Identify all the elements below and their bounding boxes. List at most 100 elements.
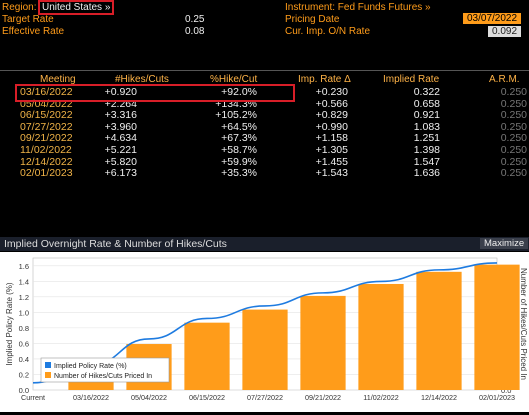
bar [474, 264, 520, 390]
implied-rate-cell: 0.921 [413, 109, 440, 122]
pct-cell: +67.3% [221, 132, 257, 145]
imp-delta-cell: +0.829 [315, 109, 348, 122]
y-tick-label: 1.6 [19, 262, 29, 271]
implied-rate-cell: 1.636 [413, 167, 440, 180]
table-row[interactable]: 11/02/2022 +5.221 +58.7% +1.305 1.398 0.250 [0, 144, 529, 156]
chart-area: 0.00.20.40.60.81.01.21.41.60.01.02.03.04… [0, 252, 529, 412]
y2-tick-label: 0.0 [501, 386, 511, 395]
arm-cell: 0.250 [500, 132, 527, 145]
legend-entry-bar: Number of Hikes/Cuts Priced In [54, 373, 152, 380]
maximize-button[interactable]: Maximize [480, 238, 529, 249]
y-tick-label: 0.0 [19, 386, 29, 395]
col-header-meeting[interactable]: Meeting [40, 74, 76, 85]
cur-imp-rate-label: Cur. Imp. O/N Rate [285, 26, 371, 37]
imp-delta-cell: +1.305 [315, 144, 348, 156]
arm-cell: 0.250 [500, 144, 527, 156]
table-row[interactable]: 03/16/2022 +0.920 +92.0% +0.230 0.322 0.250 [0, 86, 529, 98]
chart-title: Implied Overnight Rate & Number of Hikes… [4, 238, 227, 250]
col-header-hikes[interactable]: #Hikes/Cuts [115, 74, 169, 85]
hikes-cell: +5.820 [104, 155, 137, 168]
instrument-selector[interactable]: Instrument: Fed Funds Futures » [285, 2, 431, 13]
col-header-arm[interactable]: A.R.M. [489, 74, 520, 85]
target-rate-value: 0.25 [185, 14, 205, 25]
y-tick-label: 1.4 [19, 277, 29, 286]
y-tick-label: 0.6 [19, 339, 29, 348]
x-tick-label: 06/15/2022 [189, 393, 225, 402]
x-tick-label: 03/16/2022 [73, 393, 109, 402]
imp-delta-cell: +1.455 [315, 155, 348, 168]
x-tick-label: 02/01/2023 [479, 393, 515, 402]
y-tick-label: 0.2 [19, 370, 29, 379]
meeting-cell: 09/21/2022 [20, 132, 73, 145]
arm-cell: 0.250 [500, 167, 527, 180]
imp-delta-cell: +1.158 [315, 132, 348, 145]
effective-rate-value: 0.08 [185, 26, 205, 37]
y-axis-label: Implied Policy Rate (%) [5, 282, 14, 365]
implied-rate-cell: 0.658 [413, 97, 440, 110]
hikes-cell: +3.316 [104, 109, 137, 122]
legend-box [40, 357, 170, 383]
pricing-date-field[interactable]: 03/07/2022 [463, 13, 522, 24]
table-row[interactable]: 09/21/2022 +4.634 +67.3% +1.158 1.251 0.250 [0, 132, 529, 144]
region-dropdown[interactable]: United States » [38, 0, 115, 15]
imp-delta-cell: +0.230 [315, 86, 348, 98]
pct-cell: +64.5% [221, 120, 257, 133]
legend-swatch-line [45, 362, 51, 368]
arm-cell: 0.250 [500, 120, 527, 133]
target-rate-label: Target Rate [2, 14, 54, 25]
table-row[interactable]: 07/27/2022 +3.960 +64.5% +0.990 1.083 0.250 [0, 121, 529, 133]
x-tick-label: 11/02/2022 [363, 393, 398, 402]
y-tick-label: 0.4 [19, 355, 29, 364]
meeting-cell: 02/01/2023 [20, 167, 73, 180]
implied-rate-cell: 1.083 [413, 120, 440, 133]
x-tick-label: 12/14/2022 [421, 393, 457, 402]
legend-entry-line: Implied Policy Rate (%) [54, 363, 127, 370]
arm-cell: 0.250 [500, 109, 527, 122]
hikes-cell: +5.221 [104, 144, 137, 156]
chart-header-bar [0, 237, 529, 251]
highlighted-row-marker [15, 84, 295, 102]
arm-cell: 0.250 [500, 86, 527, 98]
meeting-cell: 12/14/2022 [20, 155, 73, 168]
hikes-cell: +3.960 [104, 120, 137, 133]
col-header-pct[interactable]: %Hike/Cut [210, 74, 258, 85]
hikes-cell: +6.173 [104, 167, 137, 180]
pct-cell: +35.3% [221, 167, 257, 180]
imp-delta-cell: +0.566 [315, 97, 348, 110]
y-tick-label: 0.8 [19, 324, 29, 333]
chart-svg: 0.00.20.40.60.81.01.21.41.60.01.02.03.04… [5, 257, 528, 402]
x-tick-label: 09/21/2022 [305, 393, 341, 402]
meeting-cell: 03/16/2022 [20, 86, 73, 98]
arm-cell: 0.250 [500, 155, 527, 168]
hikes-cell: +4.634 [104, 132, 137, 145]
y2-axis-label: Number of Hikes/Cuts Priced In [519, 268, 528, 380]
col-header-imp-delta[interactable]: Imp. Rate Δ [298, 74, 351, 85]
bar [358, 283, 404, 390]
meeting-cell: 11/02/2022 [20, 144, 72, 156]
y-tick-label: 1.2 [19, 293, 29, 302]
meetings-table [0, 70, 529, 236]
pct-cell: +59.9% [221, 155, 257, 168]
x-tick-label: Current [21, 393, 45, 402]
hikes-cell: +0.920 [104, 86, 137, 98]
table-row[interactable]: 06/15/2022 +3.316 +105.2% +0.829 0.921 0.250 [0, 109, 529, 121]
bar [242, 309, 288, 390]
region-label: Region: [2, 2, 37, 13]
x-tick-label: 05/04/2022 [131, 393, 167, 402]
col-header-implied-rate[interactable]: Implied Rate [383, 74, 440, 85]
arm-cell: 0.250 [500, 97, 527, 110]
imp-delta-cell: +0.990 [315, 120, 348, 133]
bar [300, 295, 346, 390]
y-tick-label: 1.0 [19, 308, 29, 317]
table-row[interactable]: 12/14/2022 +5.820 +59.9% +1.455 1.547 0.250 [0, 156, 529, 168]
implied-rate-cell: 1.251 [413, 132, 440, 145]
meeting-cell: 07/27/2022 [20, 120, 73, 133]
meeting-cell: 06/15/2022 [20, 109, 73, 122]
pct-cell: +58.7% [221, 144, 257, 156]
implied-rate-cell: 1.547 [413, 155, 440, 168]
table-row[interactable]: 02/01/2023 +6.173 +35.3% +1.543 1.636 0.250 [0, 167, 529, 179]
pct-cell: +105.2% [215, 109, 257, 122]
bar [184, 322, 230, 390]
bar [416, 271, 462, 390]
effective-rate-label: Effective Rate [2, 26, 65, 37]
